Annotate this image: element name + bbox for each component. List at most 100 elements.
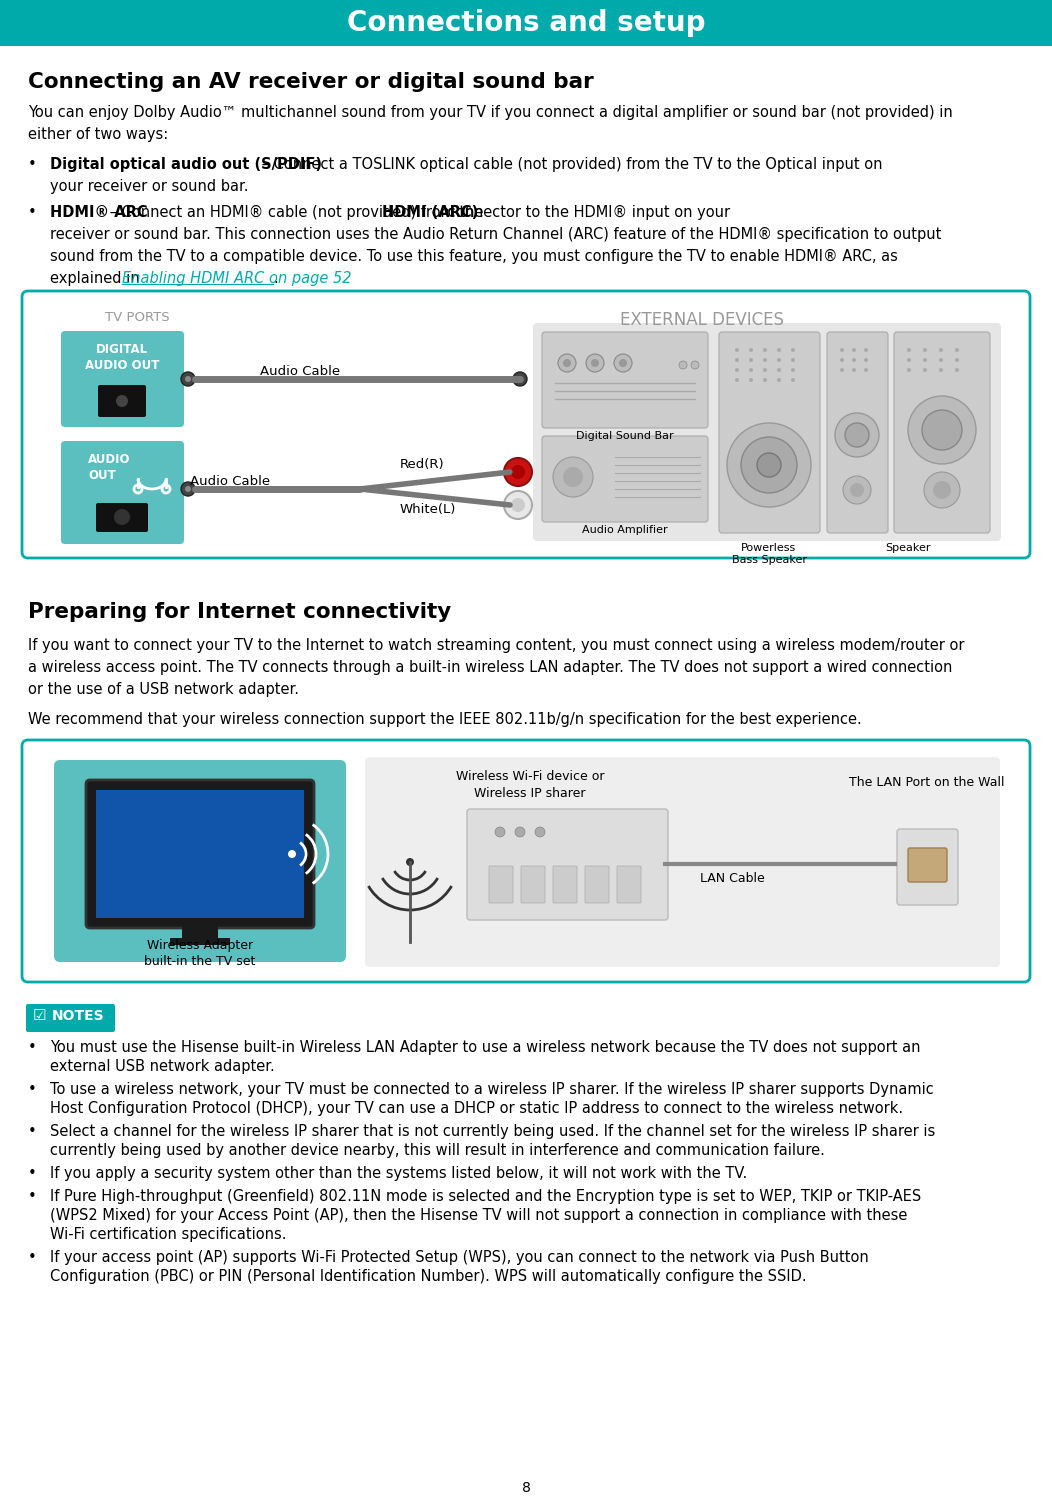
Circle shape [185, 376, 191, 382]
Circle shape [406, 859, 414, 866]
Circle shape [791, 358, 795, 362]
Circle shape [288, 850, 296, 859]
Circle shape [591, 359, 599, 367]
Circle shape [749, 368, 753, 373]
Text: Powerless
Bass Speaker: Powerless Bass Speaker [731, 543, 807, 566]
Circle shape [839, 358, 844, 362]
Circle shape [185, 486, 191, 492]
Circle shape [955, 368, 959, 373]
FancyBboxPatch shape [86, 780, 313, 928]
Circle shape [511, 498, 525, 512]
Circle shape [955, 349, 959, 352]
Text: Audio Amplifier: Audio Amplifier [582, 525, 668, 536]
Circle shape [614, 355, 632, 373]
Circle shape [763, 377, 767, 382]
Circle shape [735, 358, 739, 362]
Text: (WPS2 Mixed) for your Access Point (AP), then the Hisense TV will not support a : (WPS2 Mixed) for your Access Point (AP),… [50, 1209, 908, 1222]
Circle shape [114, 509, 130, 525]
FancyBboxPatch shape [489, 866, 513, 902]
Circle shape [852, 368, 856, 373]
Circle shape [741, 438, 797, 493]
FancyBboxPatch shape [894, 332, 990, 533]
Text: We recommend that your wireless connection support the IEEE 802.11b/g/n specific: We recommend that your wireless connecti… [28, 712, 862, 727]
Circle shape [535, 827, 545, 837]
FancyBboxPatch shape [585, 866, 609, 902]
Circle shape [835, 413, 879, 457]
Circle shape [619, 359, 627, 367]
Circle shape [757, 453, 781, 477]
Circle shape [749, 358, 753, 362]
Text: Red(R): Red(R) [400, 459, 445, 471]
FancyBboxPatch shape [542, 332, 708, 429]
Circle shape [864, 358, 868, 362]
Text: Audio Cable: Audio Cable [260, 365, 340, 377]
Circle shape [735, 368, 739, 373]
FancyBboxPatch shape [22, 291, 1030, 558]
Text: If you apply a security system other than the systems listed below, it will not : If you apply a security system other tha… [50, 1166, 747, 1182]
Circle shape [839, 349, 844, 352]
FancyBboxPatch shape [533, 323, 1002, 542]
Text: connector to the HDMI® input on your: connector to the HDMI® input on your [443, 205, 730, 220]
Circle shape [777, 368, 781, 373]
FancyBboxPatch shape [618, 866, 641, 902]
Circle shape [553, 457, 593, 496]
Text: Wireless Adapter
built-in the TV set: Wireless Adapter built-in the TV set [144, 939, 256, 967]
Circle shape [852, 358, 856, 362]
Text: Host Configuration Protocol (DHCP), your TV can use a DHCP or static IP address : Host Configuration Protocol (DHCP), your… [50, 1102, 903, 1117]
Circle shape [777, 349, 781, 352]
Circle shape [563, 466, 583, 487]
Text: The LAN Port on the Wall: The LAN Port on the Wall [849, 776, 1005, 789]
Circle shape [955, 358, 959, 362]
Circle shape [923, 349, 927, 352]
Circle shape [763, 368, 767, 373]
Circle shape [116, 395, 128, 407]
Text: If your access point (AP) supports Wi-Fi Protected Setup (WPS), you can connect : If your access point (AP) supports Wi-Fi… [50, 1249, 869, 1265]
Circle shape [864, 368, 868, 373]
Circle shape [679, 361, 687, 370]
Text: TV PORTS: TV PORTS [105, 311, 169, 324]
Text: White(L): White(L) [400, 502, 457, 516]
Circle shape [939, 358, 943, 362]
Text: a wireless access point. The TV connects through a built-in wireless LAN adapter: a wireless access point. The TV connects… [28, 659, 952, 675]
Text: Audio Cable: Audio Cable [190, 475, 270, 487]
Text: •: • [28, 157, 37, 172]
Circle shape [735, 349, 739, 352]
Text: – Connect an HDMI® cable (not provided) from the: – Connect an HDMI® cable (not provided) … [105, 205, 488, 220]
Text: You can enjoy Dolby Audio™ multichannel sound from your TV if you connect a digi: You can enjoy Dolby Audio™ multichannel … [28, 106, 953, 121]
Circle shape [495, 827, 505, 837]
Text: •: • [28, 1249, 37, 1265]
Circle shape [691, 361, 699, 370]
Circle shape [563, 359, 571, 367]
FancyBboxPatch shape [61, 441, 184, 545]
Text: 8: 8 [522, 1480, 530, 1495]
FancyBboxPatch shape [54, 761, 346, 963]
Circle shape [923, 358, 927, 362]
Circle shape [908, 395, 976, 463]
Circle shape [727, 423, 811, 507]
Text: Connecting an AV receiver or digital sound bar: Connecting an AV receiver or digital sou… [28, 72, 593, 92]
Circle shape [504, 459, 532, 486]
Circle shape [850, 483, 864, 496]
Text: Wireless Wi-Fi device or
Wireless IP sharer: Wireless Wi-Fi device or Wireless IP sha… [456, 770, 604, 800]
Text: sound from the TV to a compatible device. To use this feature, you must configur: sound from the TV to a compatible device… [50, 249, 897, 264]
Circle shape [558, 355, 576, 373]
Text: either of two ways:: either of two ways: [28, 127, 168, 142]
Text: •: • [28, 1189, 37, 1204]
FancyBboxPatch shape [22, 739, 1030, 982]
Circle shape [864, 349, 868, 352]
Bar [0, 0, 1052, 45]
Text: currently being used by another device nearby, this will result in interference : currently being used by another device n… [50, 1142, 825, 1157]
Text: Wi-Fi certification specifications.: Wi-Fi certification specifications. [50, 1227, 286, 1242]
FancyBboxPatch shape [897, 828, 958, 905]
Text: AUDIO
OUT: AUDIO OUT [88, 453, 130, 481]
FancyBboxPatch shape [467, 809, 668, 920]
Circle shape [513, 373, 527, 386]
Circle shape [777, 377, 781, 382]
FancyBboxPatch shape [719, 332, 820, 533]
Circle shape [181, 481, 195, 496]
Text: LAN Cable: LAN Cable [700, 872, 765, 884]
Circle shape [763, 358, 767, 362]
Circle shape [749, 377, 753, 382]
Text: EXTERNAL DEVICES: EXTERNAL DEVICES [620, 311, 784, 329]
Text: ☑: ☑ [33, 1008, 46, 1023]
